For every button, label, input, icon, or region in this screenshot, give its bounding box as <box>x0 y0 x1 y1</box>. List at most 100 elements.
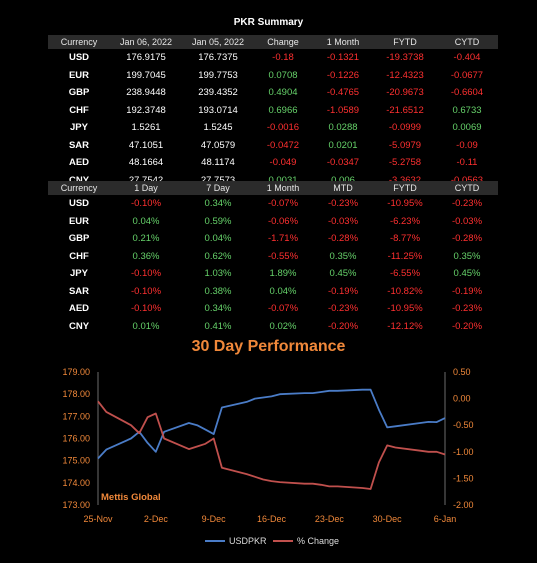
percent-change-line <box>97 400 446 490</box>
x-tick-label: 30-Dec <box>373 514 403 524</box>
currency-code: AED <box>68 303 90 315</box>
watermark-text: Mettis Global <box>101 492 161 503</box>
usdpkr-line <box>97 388 446 460</box>
table-cell: -0.28% <box>327 233 359 245</box>
y-left-tick-label: 176.00 <box>62 434 90 444</box>
table-cell: -11.25% <box>387 250 423 262</box>
table-cell: -0.20% <box>451 320 483 332</box>
x-tick-label: 6-Jan <box>434 514 457 524</box>
table-cell: 176.7375 <box>198 52 238 64</box>
legend-label-change: % Change <box>297 536 339 546</box>
table-cell: 48.1664 <box>128 157 164 169</box>
table-cell: 0.34% <box>204 303 232 315</box>
table-cell: 1.03% <box>204 268 232 280</box>
column-header: CYTD <box>436 35 498 49</box>
table-cell: 0.04% <box>204 233 232 245</box>
table-cell: -10.82% <box>387 285 423 297</box>
table-cell: 47.0579 <box>200 139 236 151</box>
table-cell: 0.36% <box>132 250 160 262</box>
column-header: 1 Month <box>312 35 374 49</box>
x-tick-label: 23-Dec <box>315 514 345 524</box>
table-header-row: Currency Jan 06, 2022 Jan 05, 2022 Change 1 … <box>48 35 498 49</box>
table-cell: -0.1226 <box>326 69 360 81</box>
table-row: CHF 192.3748 193.0714 0.6966 -1.0589 -21.6512… <box>48 102 498 120</box>
table-cell: 199.7045 <box>126 69 166 81</box>
table-cell: -0.0016 <box>266 122 300 134</box>
table-cell: -0.19% <box>451 285 483 297</box>
table-cell: 199.7753 <box>198 69 238 81</box>
table-cell: -6.55% <box>389 268 421 280</box>
table-cell: -5.2758 <box>388 157 422 169</box>
table-cell: -3.3632 <box>374 172 436 190</box>
y-left-tick-label: 178.00 <box>62 389 90 399</box>
table-cell: 0.0288 <box>328 122 358 134</box>
y-right-tick-label: -1.00 <box>453 447 474 457</box>
performance-chart: 173.00 174.00 175.00 176.00 177.00 178.00 179.… <box>62 367 474 546</box>
table-row: AED 48.1664 48.1174 -0.049 -0.0347 -5.2758 -0.… <box>48 154 498 172</box>
x-tick-label: 16-Dec <box>257 514 287 524</box>
column-header: Jan 05, 2022 <box>182 35 254 49</box>
currency-code: JPY <box>70 268 88 280</box>
table-cell: -10.95% <box>387 303 423 315</box>
table-cell: 0.35% <box>329 250 357 262</box>
table-cell: 0.0069 <box>452 122 482 134</box>
table-cell: -0.23% <box>451 198 483 210</box>
table-cell: 0.62% <box>204 250 232 262</box>
table-cell: 0.04% <box>132 215 160 227</box>
table-cell: -0.0472 <box>266 139 300 151</box>
table-cell: -0.23% <box>327 198 359 210</box>
table-cell: 0.02% <box>269 320 297 332</box>
table-cell: 27.7542 <box>110 172 182 190</box>
table-row: USD 176.9175 176.7375 -0.18 -0.1321 -19.3738 -… <box>48 49 498 67</box>
currency-code: SAR <box>68 139 90 151</box>
y-left-tick-label: 174.00 <box>62 478 90 488</box>
table-row: SAR -0.10% 0.38% 0.04% -0.19% -10.82% -0.19% <box>48 283 498 301</box>
table-cell: -1.71% <box>267 233 299 245</box>
column-header: Change <box>254 35 312 49</box>
table-cell: -0.07% <box>267 198 299 210</box>
table-cell: -0.10% <box>130 268 162 280</box>
x-tick-label: 9-Dec <box>202 514 227 524</box>
rates-table: Currency Jan 06, 2022 Jan 05, 2022 Change 1 … <box>48 35 498 189</box>
returns-table: Currency 1 Day 7 Day 1 Month MTD FYTD CYTD USD -… <box>48 181 498 335</box>
table-row: GBP 238.9448 239.4352 0.4904 -0.4765 -20.9673… <box>48 84 498 102</box>
table-row: JPY 1.5261 1.5245 -0.0016 0.0288 -0.0999 0.006… <box>48 119 498 137</box>
table-cell: 0.01% <box>132 320 160 332</box>
table-cell: -21.6512 <box>386 104 424 116</box>
table-cell: -0.10% <box>130 303 162 315</box>
currency-code: SAR <box>68 285 90 297</box>
table-cell: 0.0031 <box>254 172 312 190</box>
table-cell: 0.38% <box>204 285 232 297</box>
table-cell: -0.03% <box>327 215 359 227</box>
table-row: USD -0.10% 0.34% -0.07% -0.23% -10.95% -0.23% <box>48 195 498 213</box>
table-cell: 192.3748 <box>126 104 166 116</box>
table-cell: -0.1321 <box>326 52 360 64</box>
table-cell: -0.09 <box>456 139 478 151</box>
table-cell: 0.04% <box>269 285 297 297</box>
table-cell: -0.23% <box>451 303 483 315</box>
table-cell: 0.0201 <box>328 139 358 151</box>
table-cell: 0.0708 <box>268 69 298 81</box>
table-row: EUR 0.04% 0.59% -0.06% -0.03% -6.23% -0.03% <box>48 213 498 231</box>
table-row: JPY -0.10% 1.03% 1.89% 0.45% -6.55% 0.45% <box>48 265 498 283</box>
table-cell: 239.4352 <box>198 87 238 99</box>
table-cell: -0.4765 <box>326 87 360 99</box>
chart-title: 30 Day Performance <box>191 338 346 355</box>
table-cell: -0.6604 <box>450 87 484 99</box>
table-cell: -0.20% <box>327 320 359 332</box>
table-cell: 193.0714 <box>198 104 238 116</box>
table-cell: 47.1051 <box>128 139 164 151</box>
table-cell: -0.0347 <box>326 157 360 169</box>
y-right-tick-label: -0.50 <box>453 420 474 430</box>
y-left-tick-label: 173.00 <box>62 500 90 510</box>
table-cell: -0.19% <box>327 285 359 297</box>
table-cell: -20.9673 <box>386 87 424 99</box>
currency-code: GBP <box>68 87 90 99</box>
table-cell: 0.21% <box>132 233 160 245</box>
table-row: GBP 0.21% 0.04% -1.71% -0.28% -8.77% -0.28% <box>48 230 498 248</box>
currency-code: CHF <box>69 250 89 262</box>
column-header: 1 Day <box>110 181 182 195</box>
currency-code: EUR <box>68 69 90 81</box>
table-cell: 0.6966 <box>268 104 298 116</box>
table-cell: -6.23% <box>389 215 421 227</box>
